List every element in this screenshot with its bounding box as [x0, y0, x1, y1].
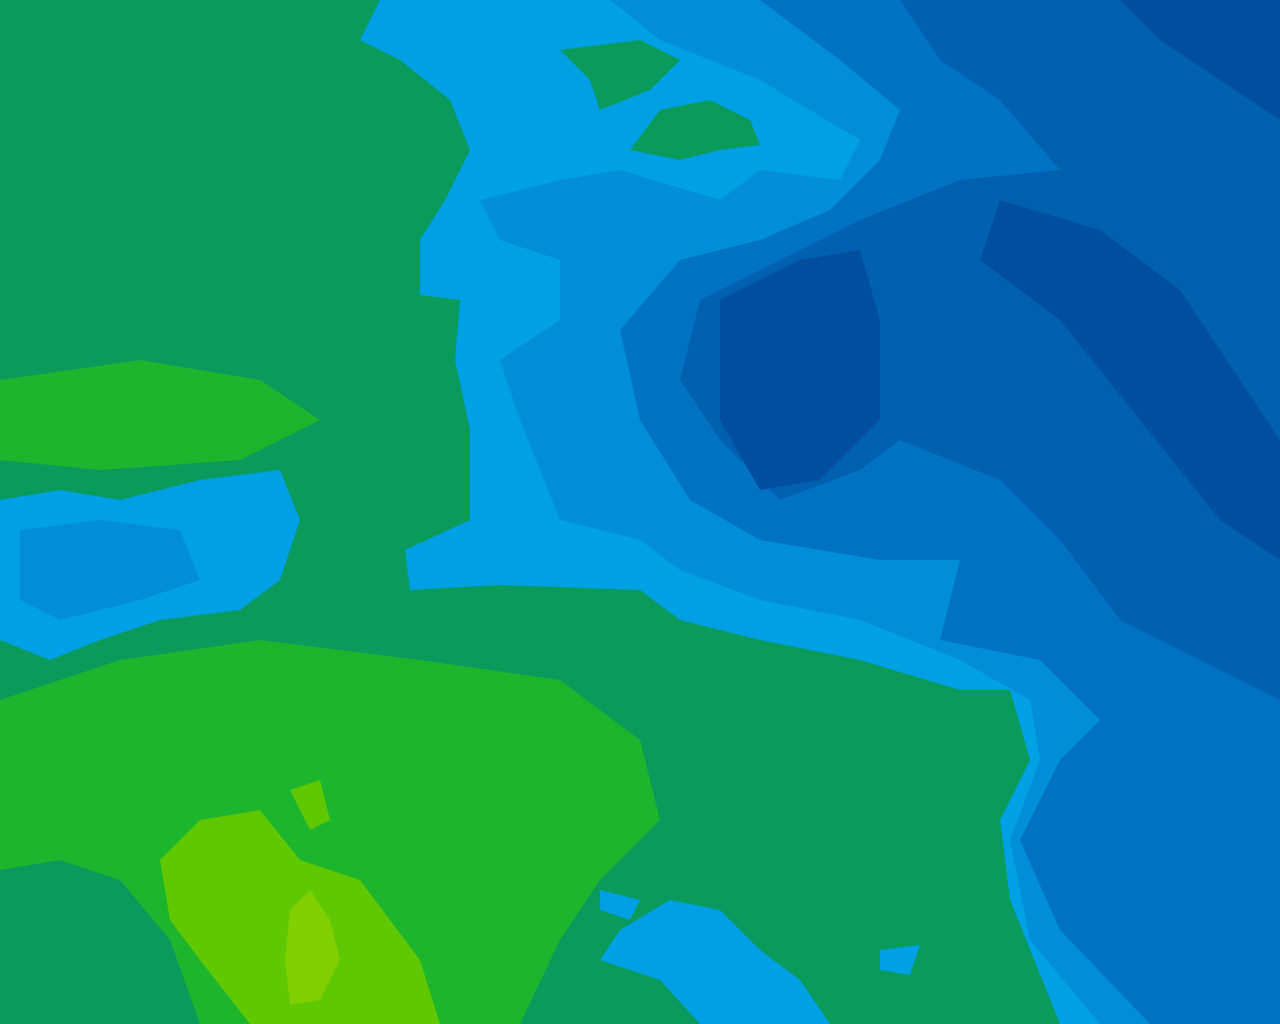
water-patches-bottom: [600, 890, 920, 1024]
water-inlet-mid: [20, 520, 200, 620]
land-low-zone-bottom-left: [0, 860, 200, 1024]
water-deeper-region: [680, 0, 1280, 700]
island: [560, 40, 760, 160]
water-deepest-region: [720, 0, 1280, 560]
land-peak-zone: [285, 890, 340, 1005]
